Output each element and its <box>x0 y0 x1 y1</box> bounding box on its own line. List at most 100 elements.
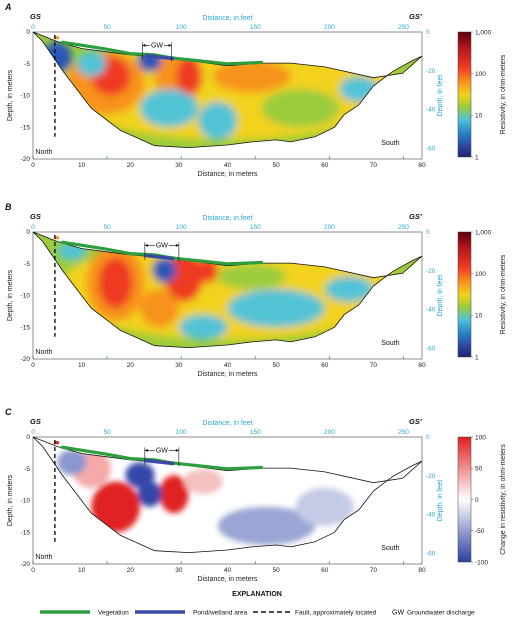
resistivity-zone <box>339 76 379 102</box>
section-fill <box>33 32 422 148</box>
meter-tick-label: 50 <box>273 162 281 169</box>
meter-tick-label: 0 <box>31 362 35 369</box>
depth-ft-tick-label: -40 <box>426 307 436 314</box>
colorbar-tick-label: 1,000 <box>475 29 492 36</box>
feet-tick-label: 250 <box>398 224 409 231</box>
resistivity-zone <box>261 89 340 128</box>
feet-tick-label: 100 <box>176 224 187 231</box>
depth-ft-tick-label: 0 <box>426 229 430 236</box>
feet-tick-label: 50 <box>103 224 111 231</box>
depth-m-tick-label: -5 <box>24 261 30 268</box>
colorbar-tick-label: 10 <box>475 113 483 120</box>
feet-tick-label: 100 <box>176 429 187 436</box>
plot-frame <box>32 436 423 565</box>
pond-line <box>144 253 175 261</box>
colorbar-tick-label: -100 <box>475 559 488 566</box>
top-axis-label: Distance, in feet <box>202 15 252 22</box>
feet-tick-label: 100 <box>176 24 187 31</box>
resistivity-zone <box>125 462 155 488</box>
resistivity-zone <box>198 101 238 140</box>
feet-tick-label: 50 <box>103 429 111 436</box>
gw-label: GW <box>156 448 168 455</box>
resistivity-zone <box>183 468 223 495</box>
colorbar-tick-label: 0 <box>475 497 479 504</box>
colorbar-tick-label: -50 <box>475 528 485 535</box>
right-axis-label: Depth, in feet <box>437 75 444 117</box>
colorbar-tick-label: 1 <box>475 154 479 161</box>
section-fill <box>33 437 422 553</box>
resistivity-zone <box>152 257 177 283</box>
depth-ft-tick-label: -60 <box>426 550 436 557</box>
resistivity-zone <box>137 46 162 73</box>
depth-ft-tick-label: -20 <box>426 68 436 75</box>
legend: EXPLANATION Vegetation Pond/wetland area Fa… <box>40 591 475 617</box>
top-axis-label: Distance, in feet <box>202 215 252 222</box>
north-label: North <box>35 149 52 156</box>
depth-m-tick-label: -15 <box>21 124 31 131</box>
depth-ft-tick-label: -20 <box>426 473 436 480</box>
legend-title: EXPLANATION <box>232 591 282 598</box>
legend-gw-abbr: GW <box>392 610 404 617</box>
meter-tick-label: 50 <box>273 567 281 574</box>
panel-letter: A <box>4 2 12 12</box>
colorbar-label: Resistivity, in ohm-meters <box>500 54 507 134</box>
meter-tick-label: 30 <box>175 162 183 169</box>
depth-ft-tick-label: -40 <box>426 512 436 519</box>
gs-right-label: GS' <box>409 212 422 221</box>
depth-ft-tick-label: 0 <box>426 434 430 441</box>
depth-ft-tick-label: -60 <box>426 145 436 152</box>
meter-tick-label: 70 <box>370 362 378 369</box>
meter-tick-label: 10 <box>78 567 86 574</box>
colorbar <box>457 31 472 158</box>
south-label: South <box>381 340 399 347</box>
meter-tick-label: 10 <box>78 362 86 369</box>
panel-letter: C <box>5 407 12 417</box>
meter-tick-label: 60 <box>321 162 329 169</box>
legend-fault-label: Fault, approximately located <box>295 609 377 616</box>
depth-ft-tick-label: -40 <box>426 107 436 114</box>
south-label: South <box>381 545 399 552</box>
colorbar-tick-label: 50 <box>475 466 483 473</box>
colorbar-tick-label: 100 <box>475 71 486 78</box>
gw-arrowhead-left <box>142 43 146 47</box>
bottom-axis-label: Distance, in meters <box>198 171 258 178</box>
meter-tick-label: 80 <box>418 567 426 574</box>
gs-left-label: GS <box>30 12 41 21</box>
resistivity-zone <box>217 263 286 290</box>
resistivity-zone <box>295 487 354 526</box>
legend-vegetation-label: Vegetation <box>98 609 129 616</box>
gw-label: GW <box>151 43 163 50</box>
resistivity-zone <box>139 89 199 128</box>
resistivity-zone <box>176 57 201 96</box>
resistivity-zone <box>324 276 374 302</box>
legend-gw-label: Groundwater discharge <box>407 609 475 616</box>
meter-tick-label: 40 <box>224 162 232 169</box>
top-axis-label: Distance, in feet <box>202 420 252 427</box>
meter-tick-label: 30 <box>175 362 183 369</box>
depth-m-tick-label: -5 <box>24 61 30 68</box>
depth-m-tick-label: -20 <box>21 156 31 163</box>
colorbar-tick-label: 100 <box>475 271 486 278</box>
gw-arrowhead-right <box>168 43 172 47</box>
depth-m-tick-label: -10 <box>21 498 31 505</box>
left-axis-label: Depth, in meters <box>7 474 14 526</box>
gw-arrowhead-left <box>144 448 148 452</box>
feet-tick-label: 250 <box>398 429 409 436</box>
feet-tick-label: 50 <box>103 24 111 31</box>
resistivity-zone <box>178 314 228 340</box>
legend-pond-label: Pond/wetland area <box>193 609 248 616</box>
depth-m-tick-label: -20 <box>21 356 31 363</box>
south-label: South <box>381 140 399 147</box>
feet-tick-label: 0 <box>31 224 35 231</box>
meter-tick-label: 20 <box>127 567 135 574</box>
resistivity-zone <box>159 475 189 514</box>
gw-label: GW <box>156 243 168 250</box>
feet-tick-label: 0 <box>31 429 35 436</box>
right-axis-label: Depth, in feet <box>437 480 444 522</box>
panel-letter: B <box>5 202 12 212</box>
meter-tick-label: 60 <box>321 362 329 369</box>
